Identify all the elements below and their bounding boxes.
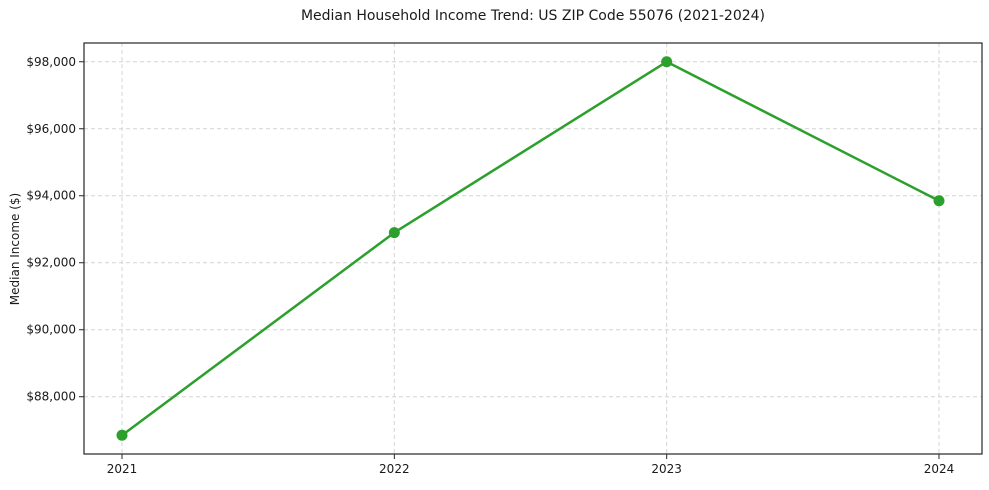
data-point	[661, 56, 673, 68]
plot-border	[83, 42, 983, 455]
data-point	[116, 429, 128, 441]
y-tick-label: $94,000	[26, 189, 76, 203]
y-tick-label: $96,000	[26, 122, 76, 136]
x-tick-label: 2024	[924, 462, 955, 476]
chart-title: Median Household Income Trend: US ZIP Co…	[300, 8, 766, 24]
data-point	[388, 227, 400, 239]
x-tick-label: 2023	[651, 462, 682, 476]
y-tick-label: $98,000	[26, 55, 76, 69]
x-tick-label: 2021	[107, 462, 138, 476]
data-line	[120, 60, 941, 437]
data-point	[933, 195, 945, 207]
y-tick-label: $92,000	[26, 256, 76, 270]
y-tick-label: $90,000	[26, 323, 76, 337]
x-tick-label: 2022	[379, 462, 410, 476]
y-tick-label: $88,000	[26, 390, 76, 404]
